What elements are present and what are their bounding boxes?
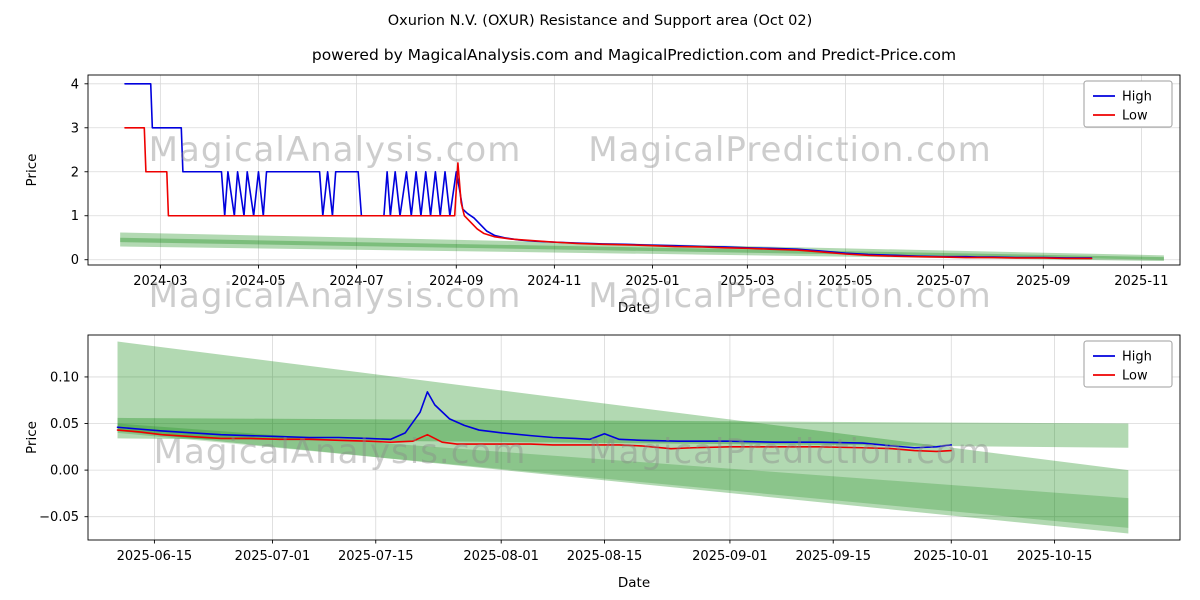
- band-polygon: [117, 423, 1129, 528]
- series-high-line: [116, 391, 953, 449]
- band-polygon: [117, 341, 1129, 534]
- figure-title: Oxurion N.V. (OXUR) Resistance and Suppo…: [387, 13, 813, 29]
- series-low-line: [116, 429, 953, 453]
- x-tick-label: 2024-11: [527, 274, 581, 289]
- x-tick-label: 2024-07: [329, 274, 383, 289]
- plot-frame: [87, 334, 1181, 541]
- x-axis-label: Date: [618, 575, 650, 591]
- x-tick-label: 2025-07: [916, 274, 970, 289]
- x-tick-label: 2025-07-01: [235, 549, 311, 564]
- x-tick-label: 2025-10-15: [1017, 549, 1093, 564]
- y-tick-label: 2: [71, 165, 79, 180]
- band-polygon: [120, 237, 1164, 260]
- legend: High Low: [1083, 340, 1173, 388]
- y-tick-label: 3: [71, 121, 79, 136]
- x-tick-label: 2025-09-15: [795, 549, 871, 564]
- y-axis-label: Price: [24, 421, 40, 454]
- x-tick-label: 2025-11: [1114, 274, 1168, 289]
- x-tick-label: 2024-05: [231, 274, 285, 289]
- price-chart-main: 2024-03 2024-05 2024-07 2024-09 2024-11 2025-…: [24, 74, 1181, 316]
- y-tick-label: −0.05: [39, 510, 79, 525]
- y-tick-label: 0.00: [50, 464, 79, 479]
- x-tick-label: 2025-09-01: [692, 549, 768, 564]
- x-tick-label: 2024-03: [133, 274, 187, 289]
- legend-label-high: High: [1122, 350, 1152, 365]
- plot-frame: [87, 74, 1181, 266]
- y-tick-label: 0.10: [50, 370, 79, 385]
- legend: High Low: [1083, 80, 1173, 128]
- x-tick-label: 2025-09: [1016, 274, 1070, 289]
- y-tick-label: 4: [71, 77, 79, 92]
- x-tick-label: 2025-08-15: [567, 549, 643, 564]
- axes-ticks: 2025-06-15 2025-07-01 2025-07-15 2025-08-01…: [39, 370, 1092, 564]
- y-tick-label: 1: [71, 209, 79, 224]
- support-resistance-bands: [117, 341, 1129, 534]
- legend-label-low: Low: [1122, 109, 1148, 124]
- y-tick-label: 0.05: [50, 417, 79, 432]
- series-high-line: [124, 83, 1093, 259]
- legend-label-high: High: [1122, 90, 1152, 105]
- x-tick-label: 2025-03: [720, 274, 774, 289]
- x-tick-label: 2025-05: [818, 274, 872, 289]
- x-tick-label: 2025-07-15: [338, 549, 414, 564]
- x-tick-label: 2025-10-01: [913, 549, 989, 564]
- figure-subtitle: powered by MagicalAnalysis.com and Magic…: [311, 46, 957, 64]
- x-tick-label: 2025-08-01: [463, 549, 539, 564]
- support-resistance-bands: [120, 232, 1164, 262]
- band-polygon: [120, 232, 1164, 262]
- price-chart-zoom: 2025-06-15 2025-07-01 2025-07-15 2025-08-01…: [24, 334, 1181, 591]
- x-axis-label: Date: [618, 300, 650, 316]
- axes-ticks: 2024-03 2024-05 2024-07 2024-09 2024-11 2025-…: [71, 77, 1169, 289]
- band-polygon: [117, 417, 1129, 448]
- x-tick-label: 2025-06-15: [117, 549, 193, 564]
- series-low-line: [124, 126, 1093, 260]
- x-tick-label: 2024-09: [429, 274, 483, 289]
- y-axis-label: Price: [24, 154, 40, 187]
- y-tick-label: 0: [71, 253, 79, 268]
- grid: [88, 335, 1180, 540]
- x-tick-label: 2025-01: [625, 274, 679, 289]
- legend-label-low: Low: [1122, 369, 1148, 384]
